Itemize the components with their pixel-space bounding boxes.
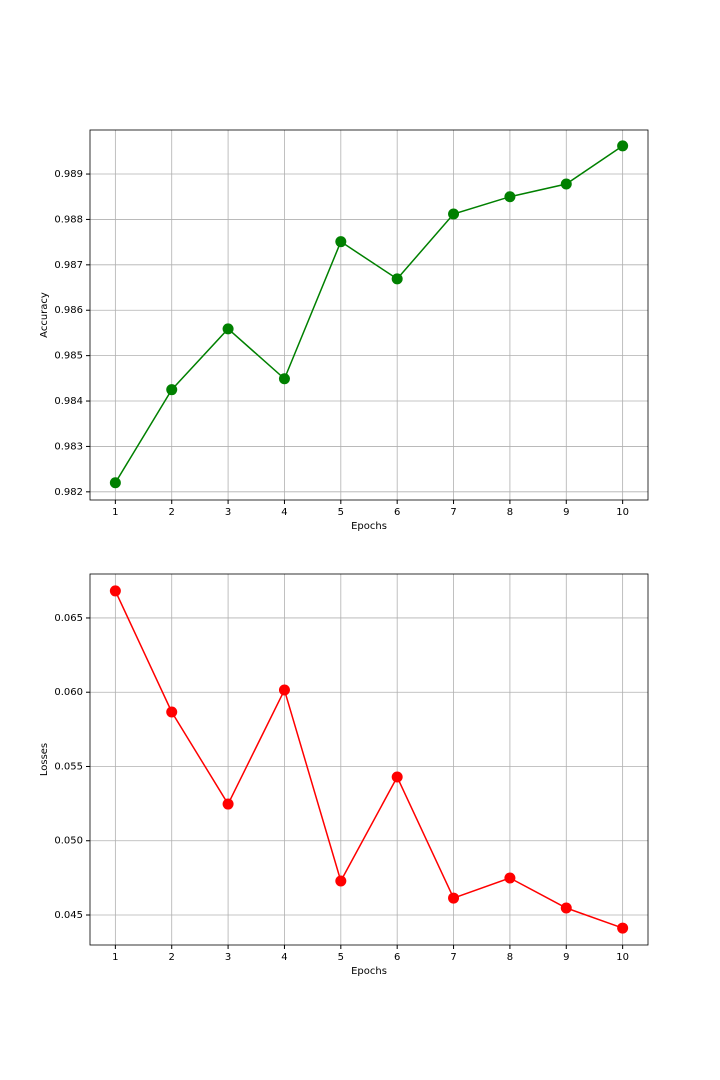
data-point	[504, 191, 516, 203]
data-point	[109, 477, 121, 489]
y-tick-label: 0.055	[54, 761, 83, 772]
x-tick-label: 6	[394, 952, 400, 963]
data-line	[114, 145, 624, 484]
data-point	[166, 384, 178, 396]
data-point	[166, 706, 178, 718]
y-tick-label: 0.982	[54, 487, 83, 498]
y-tick-label: 0.985	[54, 351, 83, 362]
data-point	[560, 902, 572, 914]
data-line	[114, 590, 623, 929]
data-point	[278, 684, 290, 696]
x-tick-label: 3	[225, 507, 231, 518]
x-tick-label: 5	[338, 952, 344, 963]
x-tick-label: 7	[450, 952, 456, 963]
y-tick-label: 0.987	[54, 260, 83, 271]
x-tick-label: 5	[338, 507, 344, 518]
y-tick-label: 0.065	[54, 613, 83, 624]
y-axis-label: Accuracy	[39, 292, 50, 338]
data-point	[391, 273, 403, 285]
data-point	[222, 798, 234, 810]
x-tick-label: 7	[450, 507, 456, 518]
data-point	[448, 892, 460, 904]
x-tick-label: 10	[616, 507, 629, 518]
x-tick-label: 2	[169, 952, 175, 963]
data-point	[335, 236, 347, 248]
x-axis-label: Epochs	[351, 966, 387, 977]
data-point	[560, 178, 572, 190]
plot-frame	[89, 129, 649, 501]
y-axis-label: Losses	[39, 743, 50, 776]
data-point	[335, 875, 347, 887]
data-point	[617, 922, 629, 934]
x-tick-label: 6	[394, 507, 400, 518]
x-tick-label: 1	[112, 952, 118, 963]
x-tick-label: 2	[169, 507, 175, 518]
x-tick-label: 9	[563, 507, 569, 518]
x-tick-label: 4	[281, 507, 287, 518]
x-tick-label: 3	[225, 952, 231, 963]
x-tick-label: 4	[281, 952, 287, 963]
data-point	[278, 373, 290, 385]
y-tick-label: 0.050	[54, 836, 83, 847]
x-tick-label: 1	[112, 507, 118, 518]
x-axis-label: Epochs	[351, 521, 387, 532]
data-point	[391, 771, 403, 783]
x-tick-label: 8	[507, 952, 513, 963]
data-point	[448, 208, 460, 220]
data-point	[504, 872, 516, 884]
data-point	[109, 585, 121, 597]
y-tick-label: 0.060	[54, 687, 83, 698]
y-tick-label: 0.984	[54, 396, 83, 407]
data-point	[617, 140, 629, 152]
y-tick-label: 0.986	[54, 305, 83, 316]
x-tick-label: 8	[507, 507, 513, 518]
x-tick-label: 9	[563, 952, 569, 963]
y-tick-label: 0.988	[54, 214, 83, 225]
y-tick-label: 0.983	[54, 441, 83, 452]
y-tick-label: 0.045	[54, 910, 83, 921]
data-point	[222, 323, 234, 335]
plot-frame	[89, 573, 649, 946]
x-tick-label: 10	[616, 952, 629, 963]
y-tick-label: 0.989	[54, 169, 83, 180]
